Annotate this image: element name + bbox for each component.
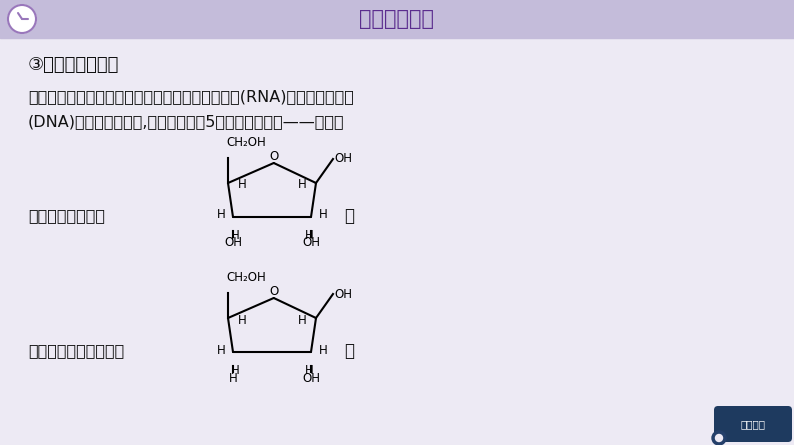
Bar xyxy=(0,0,794,38)
Circle shape xyxy=(712,431,726,445)
Text: H: H xyxy=(230,364,239,377)
Text: OH: OH xyxy=(302,372,320,384)
Text: 核糖的结构简式：: 核糖的结构简式： xyxy=(28,209,105,223)
Text: H: H xyxy=(217,344,225,356)
Text: H: H xyxy=(318,344,327,356)
Text: H: H xyxy=(305,364,314,377)
Text: H: H xyxy=(305,229,314,242)
Text: OH: OH xyxy=(334,287,352,300)
Circle shape xyxy=(8,5,36,33)
Text: CH₂OH: CH₂OH xyxy=(225,136,266,149)
Text: H: H xyxy=(237,178,246,191)
Text: ；: ； xyxy=(344,207,354,225)
Text: O: O xyxy=(269,150,279,163)
Text: 。: 。 xyxy=(344,342,354,360)
Text: H: H xyxy=(217,209,225,222)
Text: OH: OH xyxy=(224,236,242,250)
FancyBboxPatch shape xyxy=(714,406,792,442)
Text: OH: OH xyxy=(302,236,320,250)
Text: 核糖与脱氧核糖分别是生物体的遗传物质核糖核酸(RNA)与脱氧核糖核酸: 核糖与脱氧核糖分别是生物体的遗传物质核糖核酸(RNA)与脱氧核糖核酸 xyxy=(28,89,354,105)
Text: H: H xyxy=(298,313,306,327)
Text: H: H xyxy=(230,229,239,242)
Text: ③核糖与脱氧核糖: ③核糖与脱氧核糖 xyxy=(28,56,119,74)
Text: O: O xyxy=(269,285,279,298)
Text: (DNA)的重要组成部分,它们都是含有5个碳原子的单糖——戊糖。: (DNA)的重要组成部分,它们都是含有5个碳原子的单糖——戊糖。 xyxy=(28,114,345,129)
Text: 脱氧核糖的结构简式：: 脱氧核糖的结构简式： xyxy=(28,344,124,359)
Circle shape xyxy=(715,434,723,441)
Text: H: H xyxy=(318,209,327,222)
Text: 夯实必备知识: 夯实必备知识 xyxy=(360,9,434,29)
Text: H: H xyxy=(237,313,246,327)
Text: H: H xyxy=(229,372,237,384)
Text: CH₂OH: CH₂OH xyxy=(225,271,266,284)
Text: 返回目录: 返回目录 xyxy=(741,419,765,429)
Text: OH: OH xyxy=(334,153,352,166)
Text: H: H xyxy=(298,178,306,191)
